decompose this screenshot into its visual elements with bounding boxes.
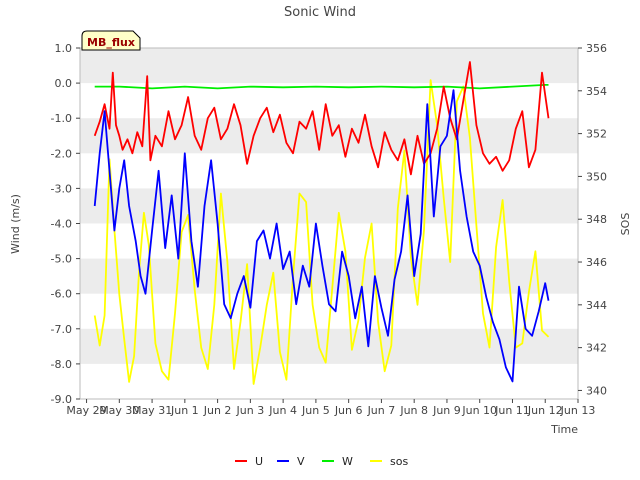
x-tick-label: Jun 11	[494, 404, 530, 417]
legend-label-v: V	[297, 455, 305, 468]
x-tick-label: Jun 12	[527, 404, 563, 417]
station-badge: MB_flux	[81, 30, 141, 51]
legend-label-w: W	[342, 455, 353, 468]
y-tick-label: -4.0	[51, 218, 72, 231]
y2-tick-label: 354	[586, 85, 607, 98]
y2-tick-label: 346	[586, 256, 607, 269]
y-tick-label: -5.0	[51, 253, 72, 266]
y-tick-label: -2.0	[51, 147, 72, 160]
y-tick-label: -9.0	[51, 393, 72, 406]
x-tick-label: May 30	[99, 404, 139, 417]
y-tick-label: 0.0	[55, 77, 73, 90]
y-tick-label: -7.0	[51, 323, 72, 336]
x-axis-label: Time	[550, 423, 578, 436]
station-badge-label: MB_flux	[87, 36, 135, 49]
y-tick-label: -8.0	[51, 358, 72, 371]
x-tick-label: Jun 2	[203, 404, 232, 417]
x-tick-label: Jun 1	[170, 404, 199, 417]
grid-band	[80, 258, 578, 294]
y2-axis-label: SOS	[619, 213, 632, 236]
x-tick-label: Jun 5	[301, 404, 330, 417]
y-tick-label: -3.0	[51, 182, 72, 195]
y2-tick-label: 342	[586, 342, 607, 355]
grid-band	[80, 48, 578, 84]
x-tick-label: May 31	[132, 404, 172, 417]
y-axis-left: 1.0 0.0 -1.0 -2.0 -3.0 -4.0 -5.0 -6.0 -7.0 -8.0 -9…	[51, 42, 80, 406]
y2-tick-label: 340	[586, 384, 607, 397]
chart-title: Sonic Wind	[284, 5, 356, 20]
series-line-sos	[93, 79, 550, 385]
x-tick-label: Jun 4	[268, 404, 297, 417]
x-tick-label: Jun 7	[367, 404, 396, 417]
y2-tick-label: 356	[586, 42, 607, 55]
y2-tick-label: 344	[586, 299, 607, 312]
series-line-v	[93, 89, 550, 383]
legend-label-sos: sos	[390, 455, 408, 468]
x-tick-label: Jun 3	[236, 404, 265, 417]
x-tick-label: Jun 8	[399, 404, 428, 417]
y2-tick-label: 352	[586, 128, 607, 141]
y-tick-label: 1.0	[55, 42, 73, 55]
legend-label-u: U	[255, 455, 263, 468]
y2-tick-label: 350	[586, 170, 607, 183]
y2-tick-label: 348	[586, 213, 607, 226]
y-axis-label: Wind (m/s)	[9, 194, 22, 254]
x-tick-label: Jun 13	[560, 404, 596, 417]
y-tick-label: -6.0	[51, 288, 72, 301]
x-tick-label: Jun 10	[461, 404, 497, 417]
x-tick-label: May 29	[66, 404, 106, 417]
y-axis-right: 340 342 344 346 348 350 352 354 356	[578, 42, 607, 397]
series-line-u	[93, 61, 550, 176]
series-line-w	[94, 84, 549, 90]
x-tick-label: Jun 9	[432, 404, 461, 417]
x-tick-label: Jun 6	[334, 404, 363, 417]
series-layer	[93, 61, 550, 385]
y-tick-label: -1.0	[51, 112, 72, 125]
